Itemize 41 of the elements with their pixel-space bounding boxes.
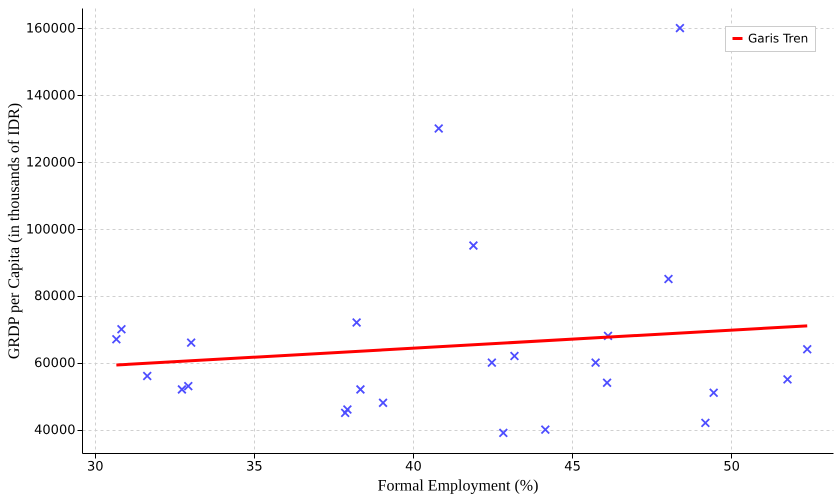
point xyxy=(352,318,362,328)
point xyxy=(487,358,497,368)
x-axis-title: Formal Employment (%) xyxy=(378,478,538,494)
point xyxy=(602,378,612,388)
point xyxy=(802,344,812,354)
point xyxy=(342,404,352,414)
point xyxy=(142,371,152,381)
point xyxy=(378,398,388,408)
legend-label: Garis Tren xyxy=(748,32,808,46)
y-tick-label: 80000 xyxy=(34,289,76,304)
point xyxy=(356,384,366,394)
point xyxy=(184,381,194,391)
point xyxy=(112,334,122,344)
point xyxy=(675,23,685,33)
point xyxy=(116,324,126,334)
y-tick-label: 60000 xyxy=(34,356,76,372)
point xyxy=(590,358,600,368)
point xyxy=(603,331,613,341)
point xyxy=(498,428,508,438)
x-tick-label: 30 xyxy=(86,460,104,474)
y-axis-title: GRDP per Capita (in thousands of IDR) xyxy=(6,102,23,360)
y-tick-label: 140000 xyxy=(26,88,76,104)
point xyxy=(468,240,478,250)
x-tick-label: 50 xyxy=(723,460,740,474)
y-tick-label: 160000 xyxy=(26,22,76,37)
point xyxy=(664,274,674,284)
y-tick-label: 120000 xyxy=(26,155,76,170)
point xyxy=(510,351,520,361)
x-tick-label: 35 xyxy=(246,460,263,474)
point xyxy=(708,388,718,398)
point xyxy=(186,338,196,348)
point xyxy=(540,424,550,434)
x-tick-label: 45 xyxy=(564,460,581,474)
point xyxy=(782,374,792,384)
y-tick-label: 40000 xyxy=(34,423,76,438)
y-tick-label: 100000 xyxy=(26,222,76,238)
x-tick-label: 40 xyxy=(405,460,422,474)
point xyxy=(434,124,444,134)
point xyxy=(700,418,710,428)
point xyxy=(177,384,187,394)
point xyxy=(340,408,350,418)
